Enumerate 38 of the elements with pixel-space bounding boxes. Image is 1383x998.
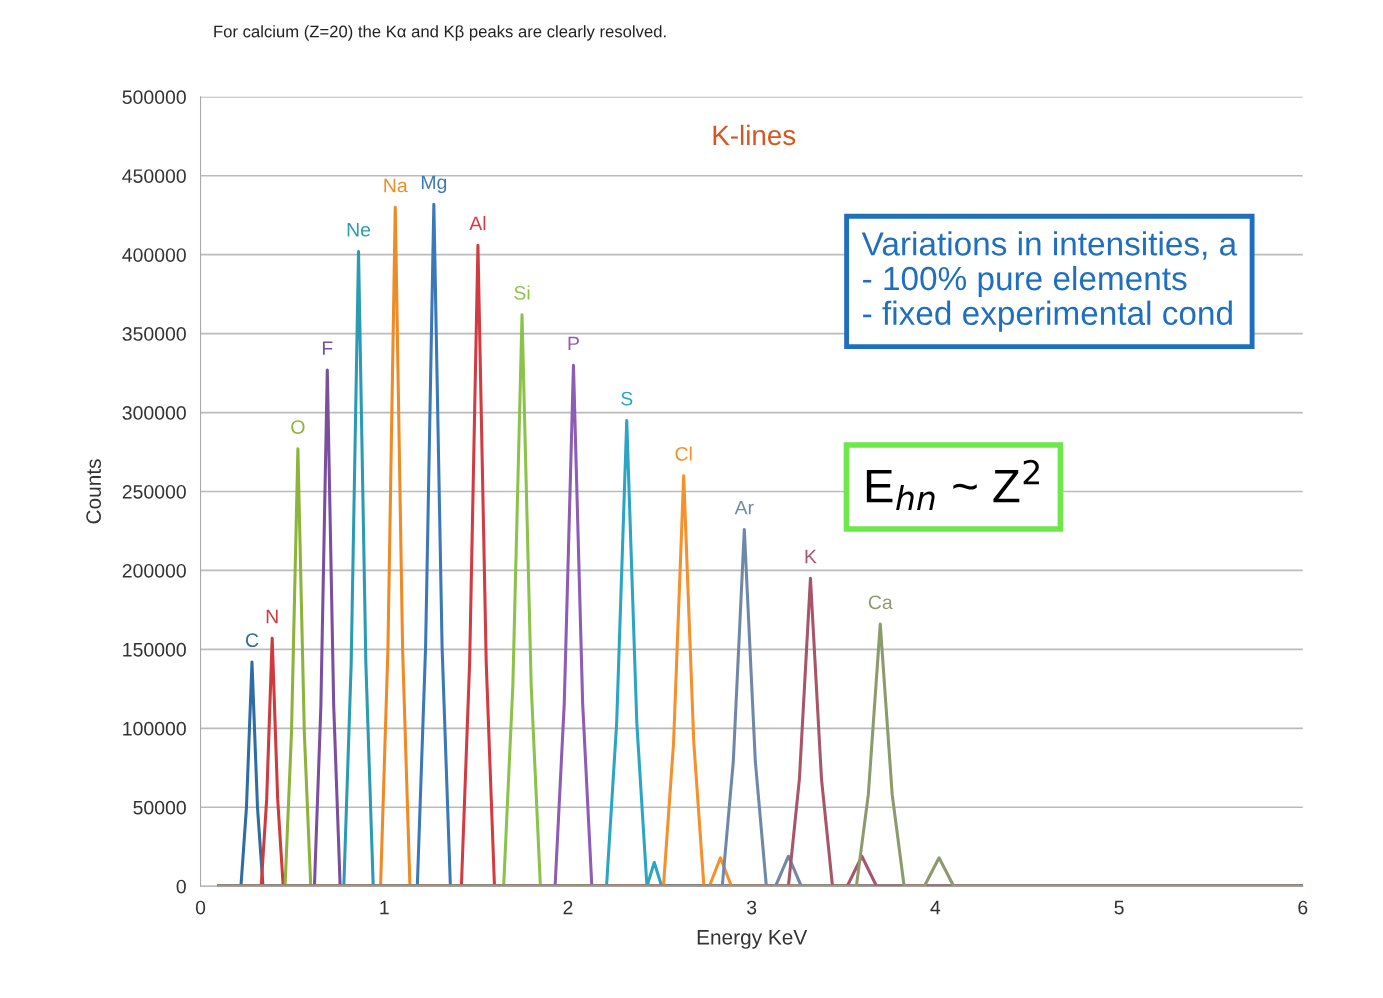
- x-tick-label: 1: [380, 900, 389, 915]
- x-tick-label: 3: [747, 900, 757, 915]
- series-label: F: [322, 341, 333, 355]
- series-label: Ne: [347, 223, 371, 237]
- x-tick-label: 6: [1298, 900, 1308, 915]
- annotation: K-lines: [713, 124, 796, 146]
- series-label: N: [266, 609, 278, 624]
- annotation: E$_{hn}$ ~ Z$^{2}$: [866, 459, 1039, 511]
- series-label: O: [291, 420, 305, 434]
- y-axis-title: Counts: [86, 459, 101, 524]
- y-tick-label: 500000: [122, 90, 186, 105]
- y-tick-label: 50000: [133, 800, 186, 815]
- y-tick-label: 200000: [122, 563, 186, 578]
- series-label: Na: [384, 178, 408, 193]
- y-tick-label: 250000: [122, 484, 186, 499]
- series-label: Ca: [868, 595, 893, 610]
- x-axis-title: Energy KeV: [697, 930, 808, 949]
- chart-title: For calcium (Z=20) the Kα and Kβ peaks are clearly resolved.: [214, 25, 666, 41]
- annotation: Variations in intensities, a - 100% pure elements - fixed experimental cond: [861, 231, 1238, 332]
- series-label: S: [621, 391, 633, 406]
- series-label: Si: [514, 285, 530, 300]
- x-tick-label: 4: [930, 900, 941, 915]
- y-tick-label: 150000: [123, 642, 186, 657]
- y-tick-label: 400000: [122, 248, 186, 262]
- series-label: Cl: [675, 446, 692, 461]
- y-tick-label: 450000: [122, 169, 186, 183]
- x-tick-label: 2: [563, 900, 573, 915]
- series-label: Mg: [421, 175, 447, 194]
- y-tick-label: 350000: [122, 327, 186, 341]
- y-tick-label: 300000: [122, 406, 186, 420]
- series-label: Al: [469, 215, 486, 231]
- series-label: Ar: [734, 500, 754, 515]
- x-tick-label: 5: [1114, 900, 1124, 915]
- x-tick-label: 0: [195, 900, 206, 915]
- y-tick-label: 100000: [123, 721, 186, 736]
- y-tick-label: 0: [176, 879, 186, 894]
- series-label: P: [568, 336, 579, 351]
- series-label: K: [805, 549, 817, 564]
